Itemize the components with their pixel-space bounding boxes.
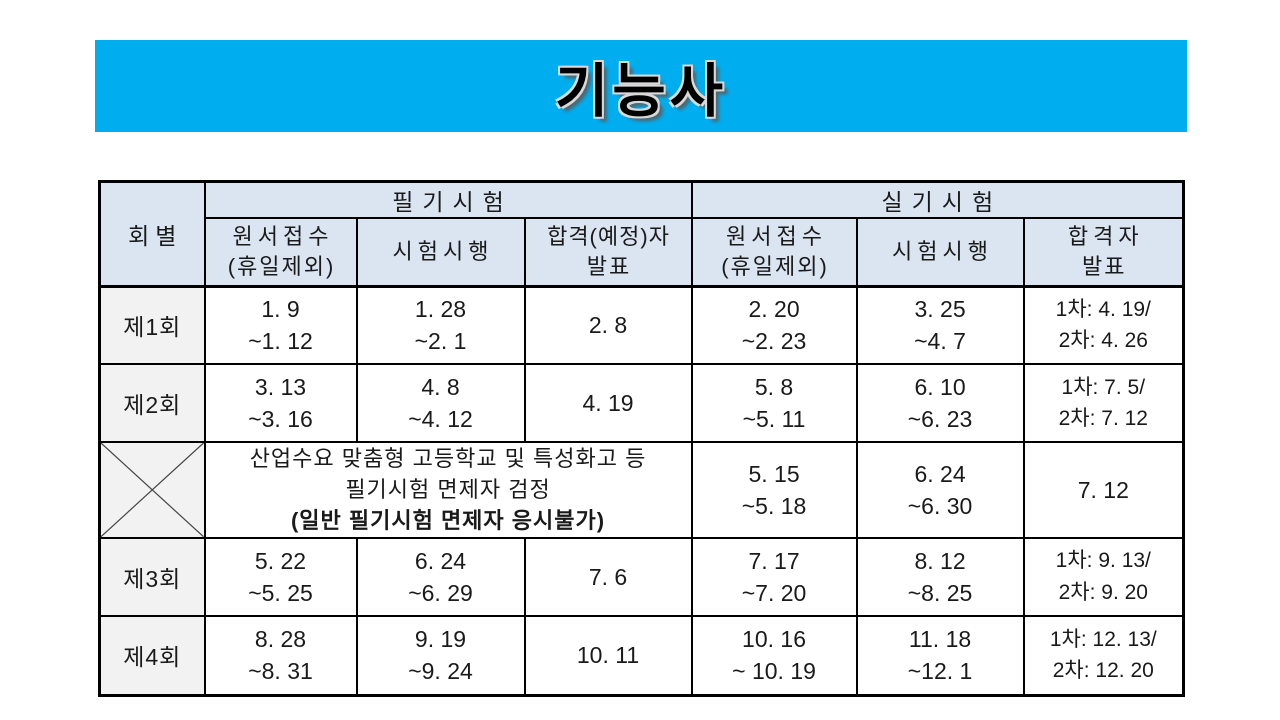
cell-r2-practical-result: 1차: 7. 5/2차: 7. 12 [1022, 363, 1185, 443]
schedule-table-container: 회별 필기시험 실기시험 원서접수 (휴일제외) 시험시행 합격(예정)자 발표… [98, 180, 1186, 698]
table-row-round3: 제3회 5. 22 ~5. 25 6. 24 ~6. 29 7. 6 7. 17 ~7… [98, 536, 1185, 617]
cell-r1-practical-application: 2. 20 ~2. 23 [690, 285, 858, 365]
sub-header-written-application: 원서접수 (휴일제외) [203, 217, 358, 288]
cell-r3-practical-result: 1차: 9. 13/2차: 9. 20 [1022, 536, 1185, 617]
group-header-written-exam: 필기시험 [203, 180, 693, 219]
row-label-round1: 제1회 [98, 285, 206, 365]
row-label-round3: 제3회 [98, 536, 206, 617]
sub-header-written-result: 합격(예정)자 발표 [523, 217, 693, 288]
cell-r4-written-exam-date: 9. 19 ~9. 24 [355, 614, 526, 697]
cell-r2-practical-application: 5. 8 ~5. 11 [690, 363, 858, 443]
table-row-round2: 제2회 3. 13 ~3. 16 4. 8 ~4. 12 4. 19 5. 8 ~5.… [98, 363, 1185, 443]
cell-r2-written-result: 4. 19 [523, 363, 693, 443]
cell-r4-practical-result: 1차: 12. 13/2차: 12. 20 [1022, 614, 1185, 697]
cell-r4-practical-exam-date: 11. 18 ~12. 1 [855, 614, 1025, 697]
table-row-round4: 제4회 8. 28 ~8. 31 9. 19 ~9. 24 10. 11 10. 1… [98, 614, 1185, 697]
cell-r2-written-exam-date: 4. 8 ~4. 12 [355, 363, 526, 443]
cell-r3-written-application: 5. 22 ~5. 25 [203, 536, 358, 617]
group-header-practical-exam: 실기시험 [690, 180, 1185, 219]
page-title: 기능사 [554, 59, 728, 124]
sub-header-written-exam-date: 시험시행 [355, 217, 526, 288]
cell-r1-written-application: 1. 9 ~1. 12 [203, 285, 358, 365]
corner-header-round: 회별 [98, 180, 206, 288]
cell-r3-written-exam-date: 6. 24 ~6. 29 [355, 536, 526, 617]
cell-r4-practical-application: 10. 16 ~ 10. 19 [690, 614, 858, 697]
title-banner: 기능사 [95, 40, 1187, 132]
cell-r3-written-result: 7. 6 [523, 536, 693, 617]
table-row-exemption: 산업수요 맞춤형 고등학교 및 특성화고 등 필기시험 면제자 검정 (일반 필… [98, 441, 1185, 539]
cell-r2-practical-exam-date: 6. 10 ~6. 23 [855, 363, 1025, 443]
sub-header-practical-result: 합격자 발표 [1022, 217, 1185, 288]
sub-header-practical-exam-date: 시험시행 [855, 217, 1025, 288]
cell-r2-written-application: 3. 13 ~3. 16 [203, 363, 358, 443]
cell-exemption-practical-result: 7. 12 [1022, 441, 1185, 539]
cell-r1-written-result: 2. 8 [523, 285, 693, 365]
cell-r1-practical-exam-date: 3. 25 ~4. 7 [855, 285, 1025, 365]
exam-schedule-table: 회별 필기시험 실기시험 원서접수 (휴일제외) 시험시행 합격(예정)자 발표… [98, 180, 1186, 698]
cell-exemption-practical-exam-date: 6. 24 ~6. 30 [855, 441, 1025, 539]
table-row-round1: 제1회 1. 9 ~1. 12 1. 28 ~2. 1 2. 8 2. 20 ~2. … [98, 285, 1185, 365]
cell-r1-written-exam-date: 1. 28 ~2. 1 [355, 285, 526, 365]
crossed-out-cell [98, 441, 206, 539]
cell-exemption-practical-application: 5. 15 ~5. 18 [690, 441, 858, 539]
row-label-round2: 제2회 [98, 363, 206, 443]
exemption-note-cell: 산업수요 맞춤형 고등학교 및 특성화고 등 필기시험 면제자 검정 (일반 필… [203, 441, 693, 539]
row-label-round4: 제4회 [98, 614, 206, 697]
cell-r3-practical-exam-date: 8. 12 ~8. 25 [855, 536, 1025, 617]
sub-header-practical-application: 원서접수 (휴일제외) [690, 217, 858, 288]
cell-r4-written-result: 10. 11 [523, 614, 693, 697]
diagonal-cross-icon [101, 443, 204, 537]
cell-r3-practical-application: 7. 17 ~7. 20 [690, 536, 858, 617]
cell-r1-practical-result: 1차: 4. 19/2차: 4. 26 [1022, 285, 1185, 365]
cell-r4-written-application: 8. 28 ~8. 31 [203, 614, 358, 697]
